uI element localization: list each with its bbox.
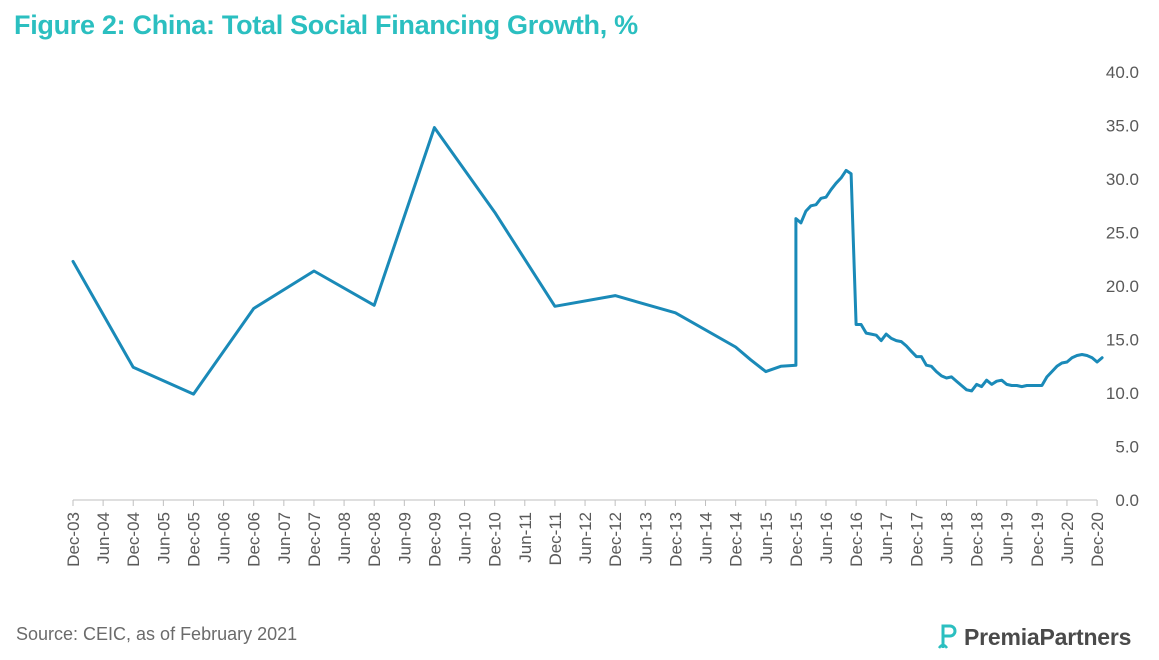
x-tick-label: Jun-16: [817, 512, 836, 564]
x-axis: Dec-03 Jun-04 Dec-04 Jun-05 Dec-05 Jun-06 Dec-…: [64, 499, 1107, 567]
x-tick-label: Jun-20: [1058, 512, 1077, 564]
x-tick-label: Jun-18: [937, 512, 956, 564]
y-tick-label: 25.0: [1106, 224, 1139, 243]
x-tick-label: Dec-18: [968, 512, 987, 567]
y-tick-label: 10.0: [1106, 384, 1139, 403]
x-tick-label: Dec-13: [666, 512, 685, 567]
series-line: [71, 126, 1104, 396]
x-tick-label: Dec-08: [365, 512, 384, 567]
x-tick-label: Jun-04: [94, 512, 113, 564]
x-tick-label: Dec-15: [787, 512, 806, 567]
y-axis: 0.0 5.0 10.0 15.0 20.0 25.0 30.0 35.0 40.0: [1106, 63, 1139, 510]
x-tick-label: Jun-13: [636, 512, 655, 564]
chart-title: Figure 2: China: Total Social Financing …: [14, 10, 638, 40]
y-tick-label: 5.0: [1115, 438, 1139, 457]
series-group: [71, 126, 1104, 396]
x-tick-label: Jun-12: [576, 512, 595, 564]
x-tick-label: Dec-07: [305, 512, 324, 567]
x-tick-label: Jun-05: [154, 512, 173, 564]
x-tick-label: Jun-10: [456, 512, 475, 564]
x-tick-label: Jun-08: [335, 512, 354, 564]
premia-logo-icon: [937, 624, 957, 649]
x-tick-label: Dec-09: [425, 512, 444, 567]
x-tick-label: Dec-20: [1088, 512, 1107, 567]
x-tick-label: Dec-06: [245, 512, 264, 567]
x-tick-label: Dec-17: [907, 512, 926, 567]
x-tick-label: Jun-06: [215, 512, 234, 564]
x-tick-label: Jun-07: [275, 512, 294, 564]
x-tick-label: Jun-09: [395, 512, 414, 564]
x-tick-label: Dec-10: [486, 512, 505, 567]
x-tick-label: Dec-05: [184, 512, 203, 567]
x-tick-label: Dec-12: [606, 512, 625, 567]
line-chart: 0.0 5.0 10.0 15.0 20.0 25.0 30.0 35.0 40.0 Dec-0…: [64, 63, 1139, 567]
x-tick-label: Dec-14: [727, 512, 746, 567]
brand-name: PremiaPartners: [964, 623, 1132, 650]
y-tick-label: 0.0: [1115, 491, 1139, 510]
brand-logo: PremiaPartners: [936, 620, 1131, 654]
y-tick-label: 20.0: [1106, 277, 1139, 296]
x-tick-label: Dec-19: [1028, 512, 1047, 567]
x-tick-label: Jun-11: [516, 512, 535, 563]
x-tick-label: Jun-19: [998, 512, 1017, 564]
x-tick-label: Dec-04: [124, 512, 143, 567]
x-tick-label: Dec-11: [546, 512, 565, 566]
x-tick-label: Jun-17: [877, 512, 896, 564]
x-tick-label: Jun-14: [697, 512, 716, 564]
y-tick-label: 30.0: [1106, 170, 1139, 189]
x-tick-label: Jun-15: [757, 512, 776, 564]
y-tick-label: 35.0: [1106, 117, 1139, 136]
source-note: Source: CEIC, as of February 2021: [16, 624, 298, 644]
y-tick-label: 15.0: [1106, 331, 1139, 350]
y-tick-label: 40.0: [1106, 63, 1139, 82]
x-tick-label: Dec-16: [847, 512, 866, 567]
x-tick-label: Dec-03: [64, 512, 83, 567]
